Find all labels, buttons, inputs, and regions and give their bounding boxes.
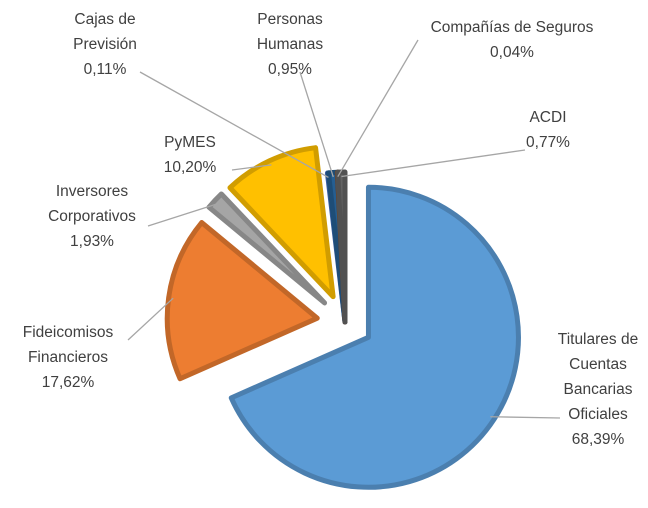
value-label: 0,77% [526, 134, 570, 151]
category-label: Personas Humanas [257, 11, 324, 53]
leader-line [231, 164, 272, 171]
value-label: 10,20% [164, 159, 217, 176]
category-label: Compañías de Seguros [431, 19, 594, 36]
value-label: 1,93% [70, 233, 114, 250]
category-label: Titulares de Cuentas Bancarias Oficiales [558, 331, 638, 423]
leader-lines [127, 39, 561, 419]
pie-slice [164, 220, 320, 382]
pie-slice [206, 191, 328, 306]
pie-slice [227, 145, 336, 300]
category-label: Inversores Corporativos [48, 183, 136, 225]
category-label: Cajas de Previsión [73, 11, 137, 53]
category-label: Fideicomisos Financieros [23, 324, 114, 366]
value-label: 0,11% [84, 61, 127, 78]
leader-line [127, 297, 174, 341]
leader-line [147, 202, 219, 227]
leader-line [341, 149, 526, 178]
value-label: 68,39% [572, 431, 625, 448]
value-label: 0,04% [490, 44, 534, 61]
leader-line [139, 71, 329, 179]
value-label: 17,62% [42, 374, 95, 391]
category-label: ACDI [529, 109, 566, 126]
pie-slice [335, 169, 348, 325]
pie-slice [228, 184, 521, 490]
leader-line [490, 416, 561, 419]
leader-line [337, 39, 419, 178]
category-label: PyMES [164, 134, 216, 151]
value-label: 0,95% [268, 61, 312, 78]
leader-line [299, 71, 334, 178]
